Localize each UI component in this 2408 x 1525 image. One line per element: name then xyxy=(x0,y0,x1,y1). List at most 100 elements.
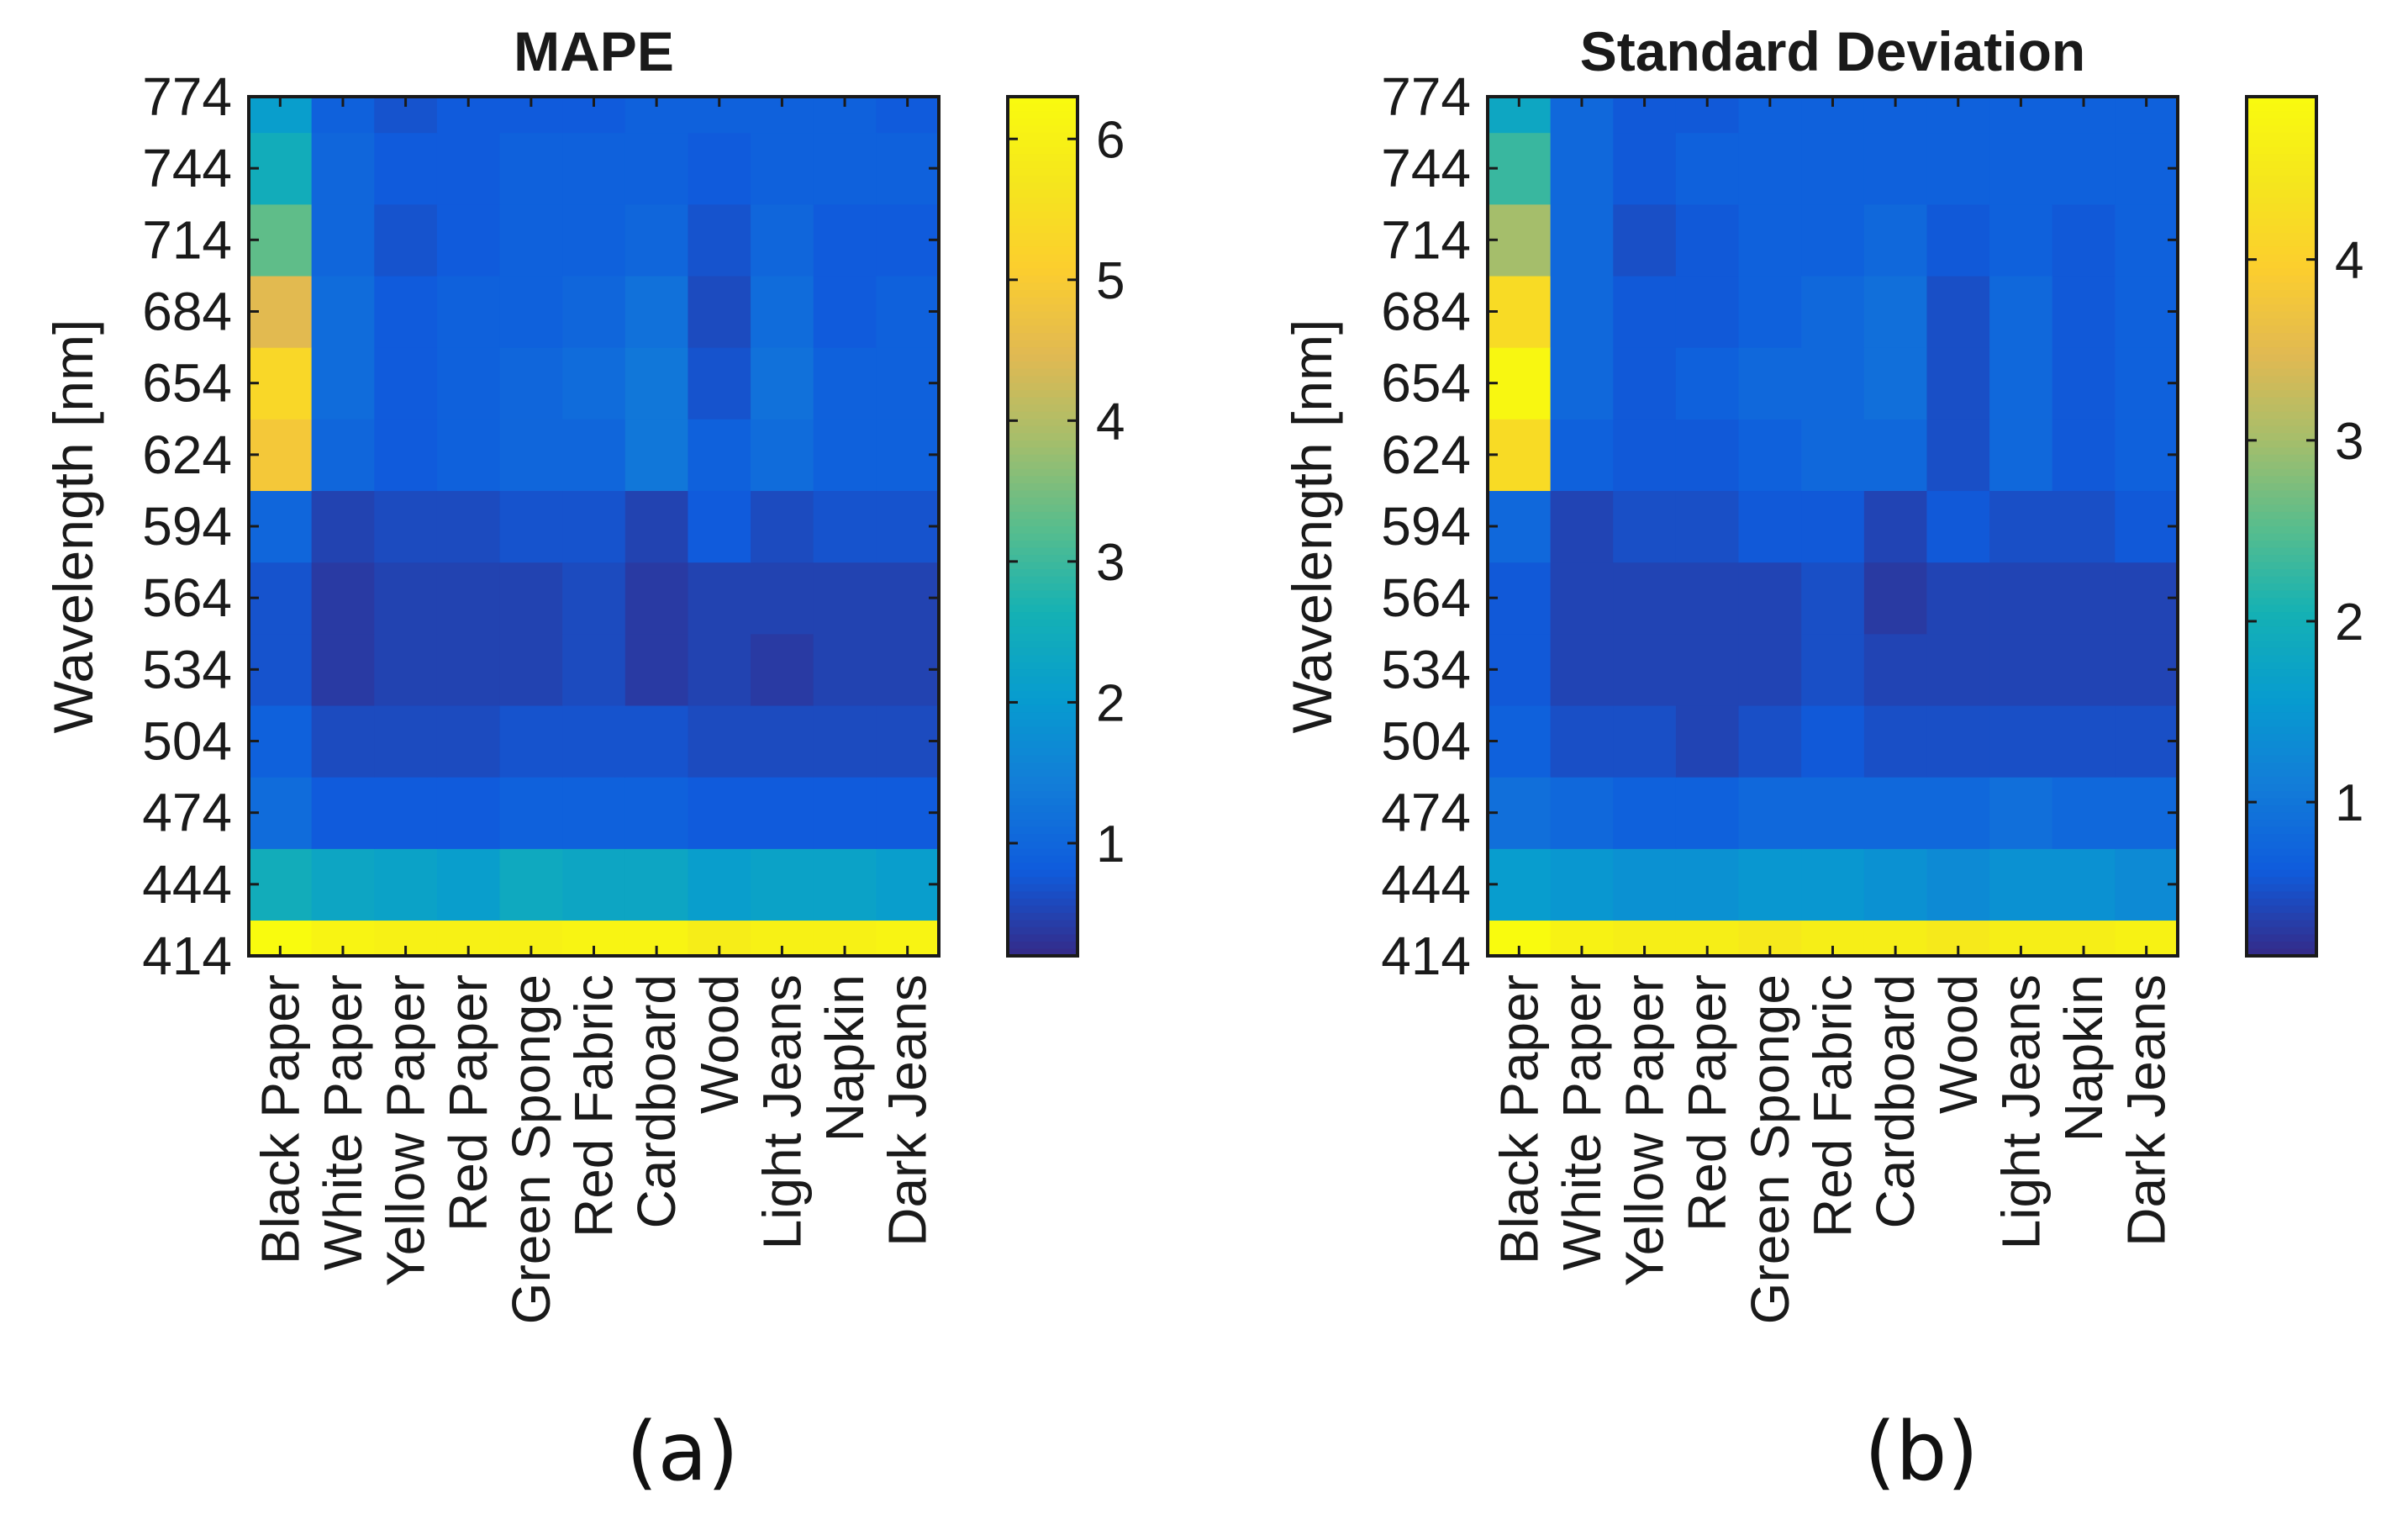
colorbar-segment xyxy=(2247,376,2316,384)
heatmap-cell xyxy=(562,347,626,420)
heatmap-cell xyxy=(562,203,626,277)
colorbar-segment xyxy=(1008,440,1078,448)
colorbar-segment xyxy=(2247,712,2316,720)
colorbar-segment xyxy=(2247,246,2316,255)
heatmap-cell xyxy=(436,777,501,849)
heatmap-cell xyxy=(311,419,375,492)
colorbar-segment xyxy=(2247,311,2316,319)
heatmap-cell xyxy=(1675,347,1740,420)
colorbar-segment xyxy=(2247,948,2316,957)
heatmap-cell xyxy=(249,347,313,420)
std-panel: Standard Deviation 414 444 474 504 534 564 594 6… xyxy=(1239,0,2408,1525)
heatmap-cell xyxy=(1675,562,1740,635)
colorbar-tick-label: 4 xyxy=(2335,232,2363,290)
colorbar-segment xyxy=(2247,211,2316,219)
colorbar-segment xyxy=(1008,669,1078,678)
colorbar-segment xyxy=(1008,275,1078,284)
colorbar-segment xyxy=(2247,583,2316,592)
y-axis: 414 444 474 504 534 564 594 624 654 684 714 744 774 xyxy=(142,66,939,986)
colorbar-segment xyxy=(1008,891,1078,900)
colorbar-segment xyxy=(2247,920,2316,928)
heatmap-cell xyxy=(374,704,438,778)
colorbar-segment xyxy=(1008,411,1078,420)
colorbar-segment xyxy=(2247,669,2316,678)
colorbar-segment xyxy=(2247,483,2316,492)
heatmap-cell xyxy=(624,132,689,205)
heatmap-cell xyxy=(688,419,751,492)
x-category-label-wood: Wood xyxy=(1928,974,1989,1114)
colorbar-segment xyxy=(2247,125,2316,134)
colorbar-segment xyxy=(1008,769,1078,778)
colorbar-segment xyxy=(1008,719,1078,728)
colorbar-segment xyxy=(2247,655,2316,663)
colorbar-segment xyxy=(2247,604,2316,613)
colorbar-segment xyxy=(1008,647,1078,656)
y-tick-label: 624 xyxy=(1381,425,1471,485)
x-axis: Black Paper White Paper Yellow Paper Red Pa… xyxy=(1489,97,2177,1324)
heatmap-cell xyxy=(1989,704,2053,778)
colorbar-segment xyxy=(1008,834,1078,842)
colorbar-segment xyxy=(2247,698,2316,706)
colorbar-segment xyxy=(1008,884,1078,892)
heatmap-cell xyxy=(311,347,375,420)
heatmap-cell xyxy=(2052,490,2116,563)
colorbar-segment xyxy=(1008,140,1078,148)
colorbar-segment xyxy=(1008,476,1078,484)
colorbar-segment xyxy=(2247,454,2316,462)
heatmap-cell xyxy=(1801,633,1865,706)
heatmap-cell xyxy=(688,633,751,706)
colorbar-segment xyxy=(2247,490,2316,499)
colorbar-segment xyxy=(2247,168,2316,177)
heatmap-cell xyxy=(311,704,375,778)
colorbar-segment xyxy=(1008,333,1078,341)
colorbar-segment xyxy=(2247,926,2316,936)
heatmap-cell xyxy=(2052,777,2116,849)
colorbar-segment xyxy=(1008,855,1078,863)
heatmap-cell xyxy=(1550,203,1614,277)
colorbar-segment xyxy=(1008,225,1078,234)
heatmap-cell xyxy=(1613,848,1677,921)
heatmap-cell xyxy=(562,562,626,635)
colorbar-segment xyxy=(2247,411,2316,420)
colorbar-segment xyxy=(2247,626,2316,635)
colorbar-segment xyxy=(1008,941,1078,950)
heatmap-cell xyxy=(374,490,438,563)
colorbar-segment xyxy=(1008,583,1078,592)
heatmap-cell xyxy=(1675,419,1740,492)
colorbar-segment xyxy=(1008,683,1078,692)
chart-title: Standard Deviation xyxy=(1580,20,2085,82)
heatmap-cell xyxy=(1675,848,1740,921)
heatmap-cell xyxy=(751,132,814,205)
heatmap-cell xyxy=(311,203,375,277)
heatmap-cell xyxy=(1863,347,1928,420)
colorbar-segment xyxy=(1008,519,1078,527)
heatmap-cell xyxy=(1613,562,1677,635)
heatmap-cell xyxy=(1550,562,1614,635)
y-tick-label: 714 xyxy=(1381,209,1471,270)
heatmap-cell xyxy=(1801,704,1865,778)
colorbar-segment xyxy=(1008,777,1078,785)
y-tick-label: 594 xyxy=(1381,496,1471,557)
x-category-label-white-paper: White Paper xyxy=(1552,974,1612,1270)
heatmap-cell xyxy=(1989,347,2053,420)
colorbar-segment xyxy=(2247,433,2316,441)
colorbar-segment xyxy=(1008,497,1078,506)
heatmap-cell xyxy=(751,633,814,706)
x-category-label-light-jeans: Light Jeans xyxy=(751,974,812,1249)
colorbar-segment xyxy=(2247,476,2316,484)
colorbar-segment xyxy=(1008,798,1078,806)
heatmap-cell xyxy=(2052,347,2116,420)
heatmap-cell xyxy=(499,203,563,277)
heatmap-cell xyxy=(1613,419,1677,492)
x-category-label-green-sponge: Green Sponge xyxy=(1740,974,1800,1324)
heatmap-cell xyxy=(311,633,375,706)
colorbar-segment xyxy=(1008,748,1078,757)
colorbar-segment xyxy=(2247,590,2316,599)
colorbar-segment xyxy=(1008,203,1078,212)
heatmap-cell xyxy=(1989,203,2053,277)
heatmap-cell xyxy=(1738,848,1802,921)
heatmap-cell xyxy=(311,490,375,563)
heatmap-cell xyxy=(311,848,375,921)
heatmap-cell xyxy=(1863,633,1928,706)
heatmap-cell xyxy=(249,848,313,921)
